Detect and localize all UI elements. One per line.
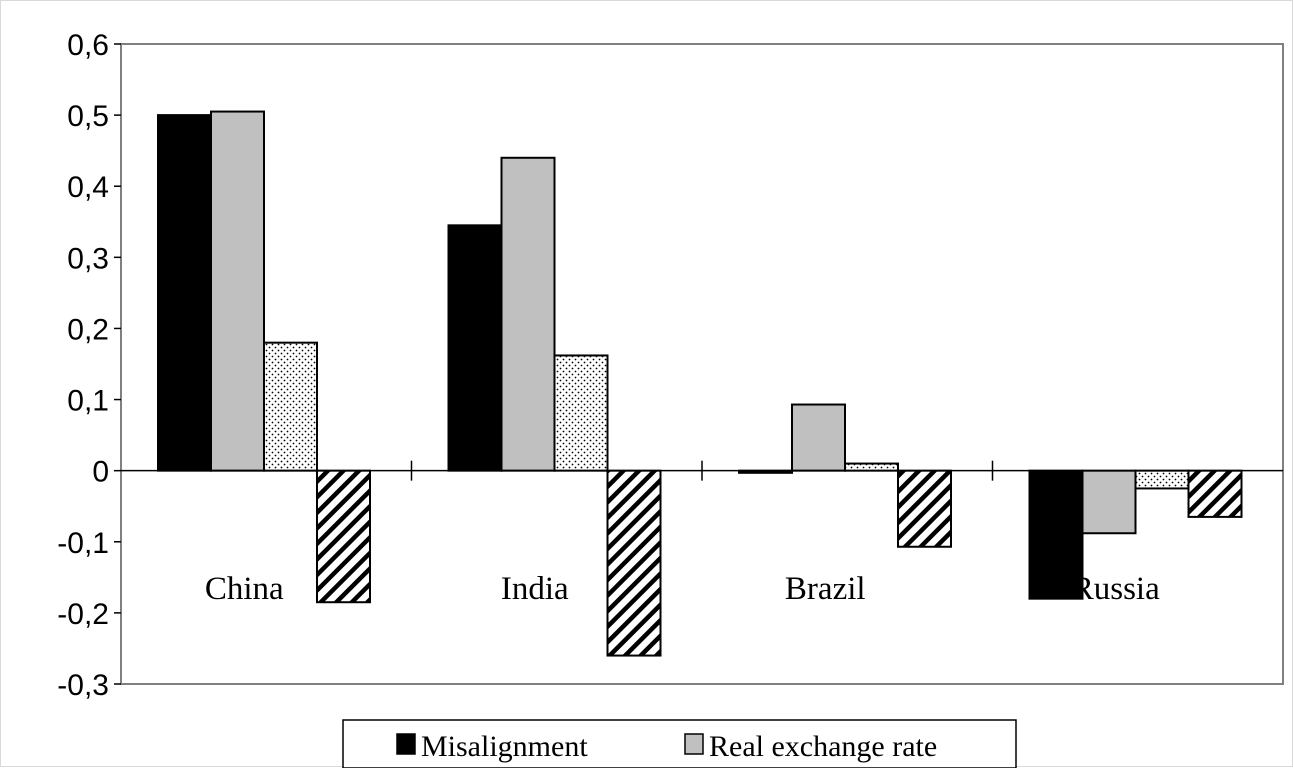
bar-brazil-series-3 — [844, 462, 899, 472]
legend-label-1: Misalignment — [421, 730, 588, 763]
x-axis — [121, 460, 1283, 481]
y-tick-label: 0,6 — [67, 29, 109, 62]
y-tick-label: -0,1 — [57, 527, 109, 560]
y-tick-label: -0,3 — [57, 669, 109, 702]
y-tick-label: 0,5 — [67, 100, 109, 133]
category-label-china: China — [205, 571, 284, 607]
category-labels: China India Brazil Russia — [205, 571, 1160, 607]
legend-label-2: Real exchange rate — [709, 730, 937, 763]
y-tick-label: 0,1 — [67, 385, 109, 418]
bar-russia-series-2 — [1081, 469, 1137, 535]
category-label-russia: Russia — [1072, 571, 1160, 607]
legend-swatch-2 — [684, 733, 704, 755]
category-label-india: India — [501, 571, 569, 607]
bar-russia-series-4 — [1187, 469, 1243, 518]
bar-brazil-series-2 — [791, 403, 846, 472]
bar-china-series-1 — [157, 114, 212, 472]
bar-brazil-series-4 — [897, 469, 952, 548]
bar-india-series-1 — [447, 224, 503, 472]
y-tick-label: 0,3 — [67, 242, 109, 275]
bar-india-series-2 — [500, 156, 556, 472]
y-tick-label: 0,4 — [67, 171, 109, 204]
bar-india-series-4 — [606, 469, 662, 657]
y-tick-label: -0,2 — [57, 598, 109, 631]
bars-group — [157, 110, 1243, 657]
bar-russia-series-3 — [1134, 469, 1190, 490]
category-label-brazil: Brazil — [785, 571, 866, 607]
y-tick-label: 0,2 — [67, 313, 109, 346]
bar-china-series-4 — [316, 469, 371, 604]
bar-russia-series-1 — [1028, 469, 1084, 600]
legend-box — [342, 719, 1017, 768]
y-axis: 0,6 0,5 0,4 0,3 0,2 0,1 0 -0,1 -0,2 -0,3 — [57, 29, 121, 702]
bar-china-series-3 — [263, 341, 318, 472]
bar-china-series-2 — [210, 110, 265, 472]
legend: Misalignment Real exchange rate — [342, 719, 1017, 768]
y-tick-label: 0 — [92, 456, 109, 489]
legend-swatch-1 — [396, 733, 416, 755]
bar-india-series-3 — [553, 354, 609, 472]
